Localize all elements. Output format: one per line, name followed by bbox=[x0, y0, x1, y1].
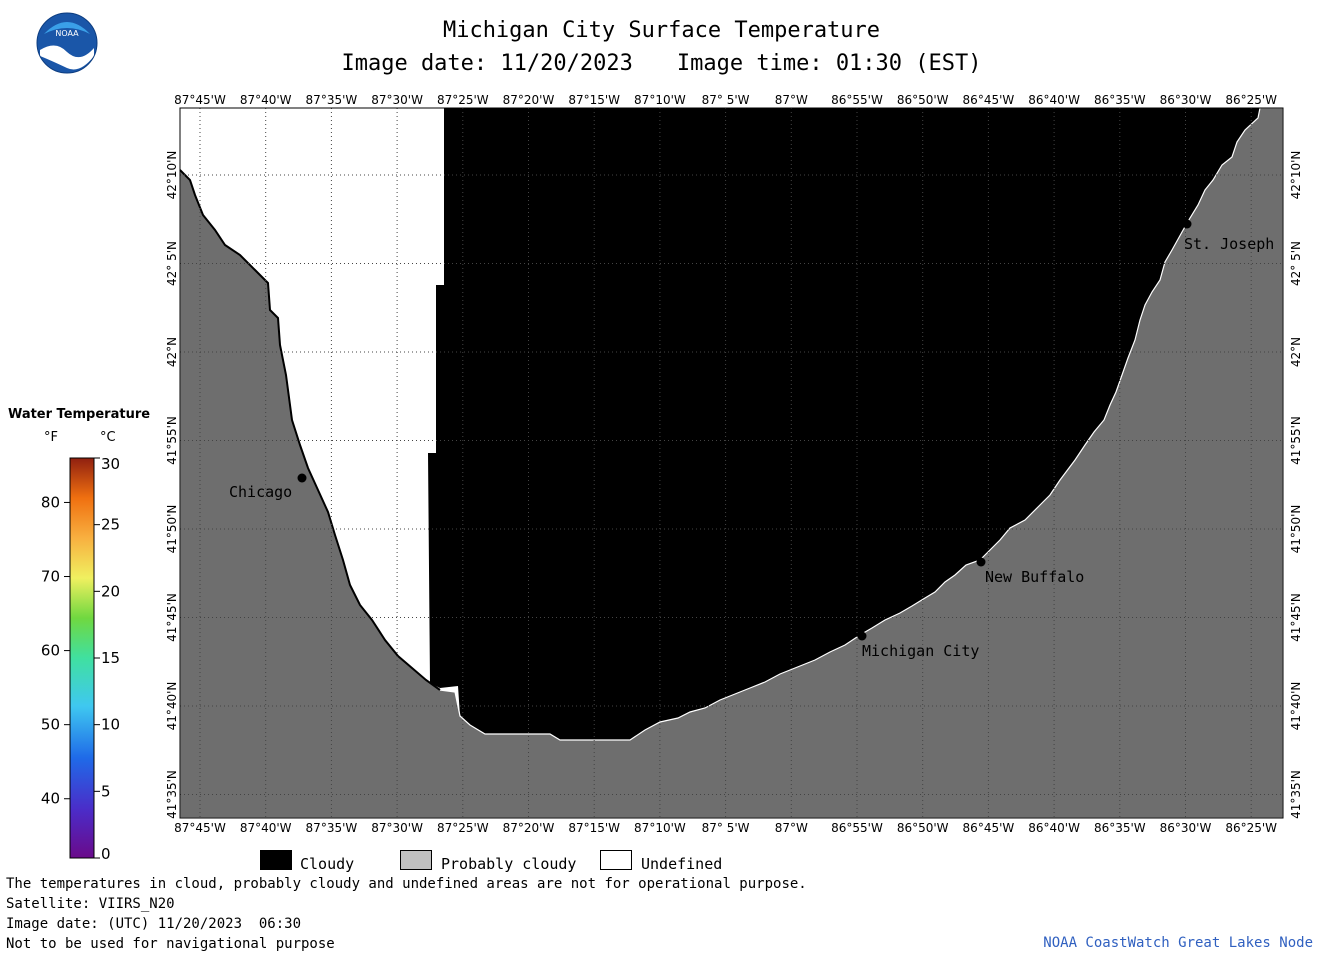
lon-tick-label: 87°35'W bbox=[306, 93, 358, 107]
lon-tick-label: 87°W bbox=[775, 93, 808, 107]
f-tick-label: 50 bbox=[41, 716, 60, 734]
place-michigan-city: Michigan City bbox=[857, 631, 979, 660]
lat-tick-label: 41°55'N bbox=[1289, 416, 1303, 465]
c-tick-label: 30 bbox=[101, 455, 120, 473]
lon-tick-label: 86°40'W bbox=[1028, 821, 1080, 835]
lon-tick-label: 87°W bbox=[775, 821, 808, 835]
lon-tick-label: 86°55'W bbox=[831, 821, 883, 835]
place-chicago: Chicago bbox=[229, 473, 307, 501]
lat-tick-label: 41°50'N bbox=[1289, 505, 1303, 554]
logo-text: NOAA bbox=[55, 29, 79, 38]
c-tick-label: 15 bbox=[101, 649, 120, 667]
st-joseph-label: St. Joseph bbox=[1184, 235, 1274, 253]
c-tick-label: 25 bbox=[101, 516, 120, 534]
lon-tick-label: 86°45'W bbox=[963, 821, 1015, 835]
f-tick-label: 60 bbox=[41, 642, 60, 660]
credit-text: NOAA CoastWatch Great Lakes Node bbox=[1043, 935, 1313, 951]
lat-tick-label: 42°N bbox=[165, 337, 179, 367]
c-tick-label: 10 bbox=[101, 716, 120, 734]
lat-tick-label: 41°35'N bbox=[1289, 770, 1303, 819]
lat-tick-label: 42°10'N bbox=[1289, 151, 1303, 200]
michigan-city-label: Michigan City bbox=[862, 642, 979, 660]
lat-tick-label: 41°40'N bbox=[165, 682, 179, 731]
lon-tick-label: 86°30'W bbox=[1160, 821, 1212, 835]
lat-tick-label: 41°55'N bbox=[165, 416, 179, 465]
utc-date-text: Image date: (UTC) 11/20/2023 06:30 bbox=[6, 916, 302, 932]
map-subtitle: Image date: 11/20/2023 Image time: 01:30 … bbox=[0, 51, 1323, 76]
legend-unit-c: °C bbox=[100, 430, 116, 445]
lon-tick-label: 87°40'W bbox=[240, 93, 292, 107]
undefined-key-label: Undefined bbox=[641, 855, 723, 873]
lon-tick-label: 87°30'W bbox=[371, 93, 423, 107]
c-tick-label: 20 bbox=[101, 582, 120, 600]
satellite-text: Satellite: VIIRS_N20 bbox=[6, 896, 175, 912]
c-tick-label: 5 bbox=[101, 782, 111, 800]
lat-tick-label: 41°45'N bbox=[1289, 593, 1303, 642]
lon-tick-label: 86°35'W bbox=[1094, 821, 1146, 835]
lon-tick-label: 87°45'W bbox=[174, 821, 226, 835]
lat-tick-label: 42° 5'N bbox=[165, 241, 179, 286]
lat-tick-label: 42°10'N bbox=[165, 151, 179, 200]
lat-tick-label: 41°50'N bbox=[165, 505, 179, 554]
michigan-city-marker bbox=[857, 631, 867, 641]
image-date: Image date: 11/20/2023 bbox=[341, 51, 633, 76]
map-title: Michigan City Surface Temperature bbox=[442, 18, 881, 43]
new-buffalo-marker bbox=[976, 557, 986, 567]
probably-cloudy-key-label: Probably cloudy bbox=[441, 855, 577, 873]
lon-tick-label: 87°20'W bbox=[503, 93, 555, 107]
lon-tick-label: 86°25'W bbox=[1225, 93, 1277, 107]
lon-tick-label: 87°15'W bbox=[568, 93, 620, 107]
f-tick-label: 80 bbox=[41, 493, 60, 511]
lat-tick-label: 41°35'N bbox=[165, 770, 179, 819]
lon-tick-label: 87°25'W bbox=[437, 821, 489, 835]
nav-warning-text: Not to be used for navigational purpose bbox=[6, 936, 335, 952]
disclaimer-text: The temperatures in cloud, probably clou… bbox=[6, 876, 807, 892]
lat-tick-label: 41°45'N bbox=[165, 593, 179, 642]
lon-tick-label: 87°25'W bbox=[437, 93, 489, 107]
image-time: Image time: 01:30 (EST) bbox=[676, 51, 982, 76]
lon-tick-label: 87°20'W bbox=[503, 821, 555, 835]
lon-tick-label: 86°50'W bbox=[897, 821, 949, 835]
chicago-label: Chicago bbox=[229, 483, 292, 501]
legend-title: Water Temperature bbox=[7, 407, 151, 422]
cloudy-swatch bbox=[260, 850, 292, 870]
temperature-colorbar bbox=[69, 457, 95, 859]
lon-tick-label: 87°15'W bbox=[568, 821, 620, 835]
undefined-swatch bbox=[600, 850, 632, 870]
lon-tick-label: 86°40'W bbox=[1028, 93, 1080, 107]
lon-tick-label: 86°25'W bbox=[1225, 821, 1277, 835]
place-new-buffalo: New Buffalo bbox=[976, 557, 1084, 586]
lon-tick-label: 87°35'W bbox=[306, 821, 358, 835]
lon-tick-label: 87°45'W bbox=[174, 93, 226, 107]
lon-tick-label: 87°40'W bbox=[240, 821, 292, 835]
st-joseph-marker bbox=[1182, 219, 1192, 229]
place-st-joseph: St. Joseph bbox=[1182, 219, 1274, 253]
lon-tick-label: 87°10'W bbox=[634, 93, 686, 107]
lat-tick-label: 41°40'N bbox=[1289, 682, 1303, 731]
chicago-marker bbox=[297, 473, 307, 483]
noaa-logo: NOAA bbox=[36, 12, 98, 74]
lon-tick-label: 86°35'W bbox=[1094, 93, 1146, 107]
lat-tick-label: 42°N bbox=[1289, 337, 1303, 367]
lon-tick-label: 87° 5'W bbox=[702, 93, 750, 107]
lon-tick-label: 86°30'W bbox=[1160, 93, 1212, 107]
lon-tick-label: 87°10'W bbox=[634, 821, 686, 835]
lon-tick-label: 86°55'W bbox=[831, 93, 883, 107]
new-buffalo-label: New Buffalo bbox=[985, 568, 1084, 586]
lat-tick-label: 42° 5'N bbox=[1289, 241, 1303, 286]
f-tick-label: 70 bbox=[41, 568, 60, 586]
lon-tick-label: 86°45'W bbox=[963, 93, 1015, 107]
legend-unit-f: °F bbox=[44, 430, 58, 445]
cloudy-area bbox=[428, 108, 1260, 740]
probably-cloudy-swatch bbox=[400, 850, 432, 870]
lon-tick-label: 86°50'W bbox=[897, 93, 949, 107]
cloudy-key-label: Cloudy bbox=[300, 855, 355, 873]
map-frame bbox=[179, 107, 1284, 819]
c-tick-label: 0 bbox=[101, 845, 111, 863]
lon-tick-label: 87°30'W bbox=[371, 821, 423, 835]
lon-tick-label: 87° 5'W bbox=[702, 821, 750, 835]
f-tick-label: 40 bbox=[41, 790, 60, 808]
